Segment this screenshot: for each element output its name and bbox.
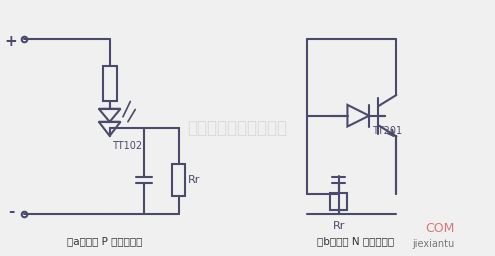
Text: jiexiantu: jiexiantu bbox=[412, 239, 454, 249]
Bar bbox=[172, 164, 186, 196]
Bar bbox=[103, 67, 116, 101]
Text: -: - bbox=[8, 204, 14, 219]
Text: （a）采用 P 型热晶闸管: （a）采用 P 型热晶闸管 bbox=[67, 236, 143, 246]
Text: Rr: Rr bbox=[332, 221, 345, 231]
Text: TT201: TT201 bbox=[372, 126, 402, 136]
Text: Rr: Rr bbox=[188, 175, 200, 185]
Text: COM: COM bbox=[425, 222, 454, 236]
Text: （b）采用 N 型热晶闸管: （b）采用 N 型热晶闸管 bbox=[317, 236, 395, 246]
Text: +: + bbox=[5, 34, 17, 49]
Text: 杭州将睿科技有限公司: 杭州将睿科技有限公司 bbox=[188, 119, 288, 137]
Text: TT102: TT102 bbox=[112, 141, 142, 151]
Bar bbox=[330, 193, 347, 210]
